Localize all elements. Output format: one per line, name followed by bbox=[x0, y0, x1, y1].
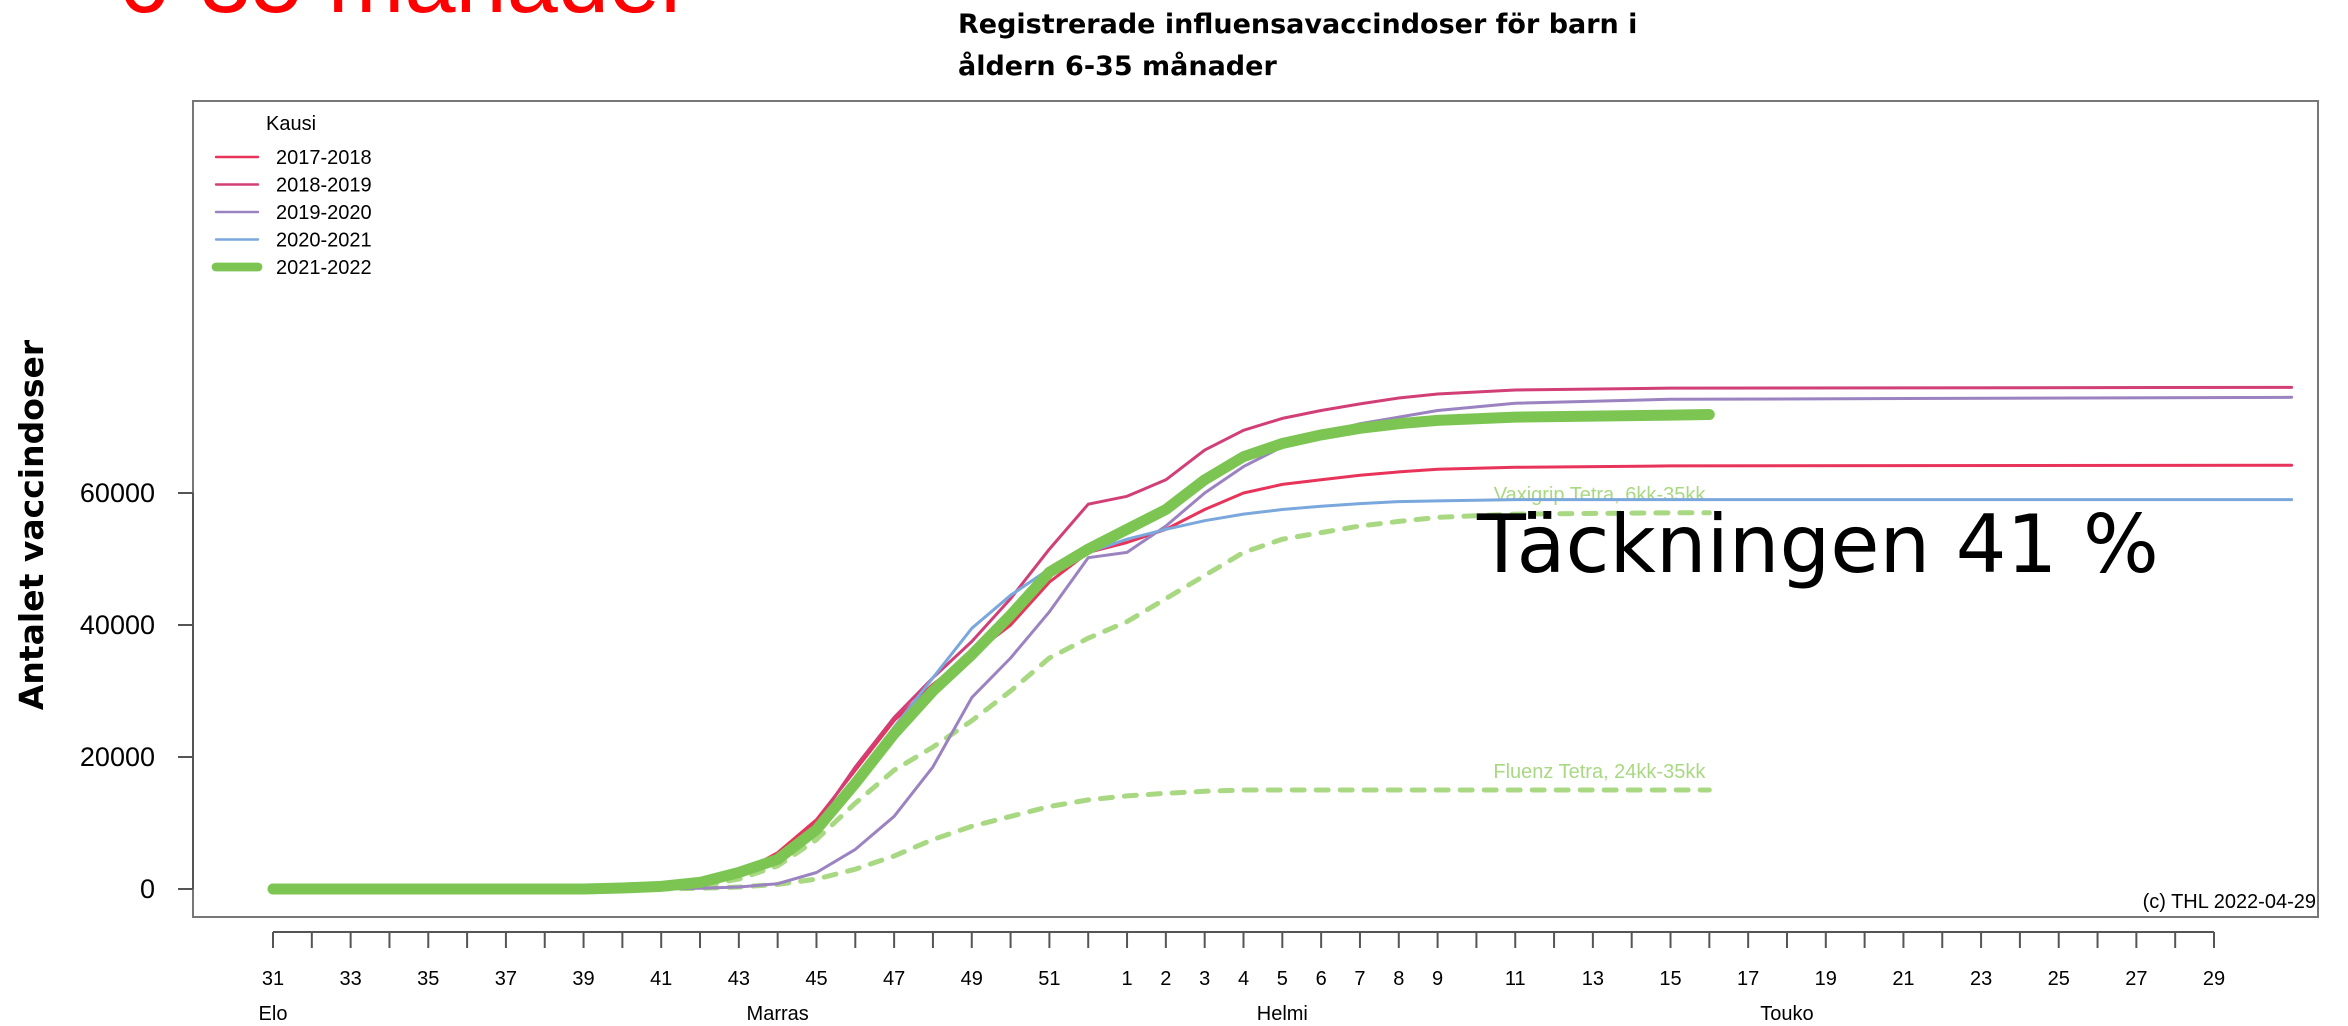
legend: Kausi 2017-2018 2018-2019 2019-2020 2020-202… bbox=[211, 113, 372, 279]
month-label: Marras bbox=[747, 1003, 809, 1025]
x-tick-label: 25 bbox=[2048, 968, 2070, 990]
x-tick-label: 4 bbox=[1238, 968, 1249, 990]
x-tick-label: 13 bbox=[1582, 968, 1604, 990]
y-axis-label: Antalet vaccindoser bbox=[12, 339, 51, 710]
legend-label: 2019-2020 bbox=[276, 202, 372, 224]
y-tick-label: 60000 bbox=[80, 478, 155, 508]
series-line bbox=[267, 409, 1715, 895]
dashed-series-line bbox=[270, 510, 1712, 892]
x-tick-label: 8 bbox=[1393, 968, 1404, 990]
x-tick-label: 49 bbox=[961, 968, 983, 990]
x-tick-label: 6 bbox=[1316, 968, 1327, 990]
x-tick-label: 41 bbox=[650, 968, 672, 990]
x-tick-label: 3 bbox=[1199, 968, 1210, 990]
legend-label: 2017-2018 bbox=[276, 147, 372, 169]
x-tick-label: 27 bbox=[2125, 968, 2147, 990]
x-tick-label: 45 bbox=[805, 968, 827, 990]
x-tick-label: 19 bbox=[1815, 968, 1837, 990]
dashed-series-label: Fluenz Tetra, 24kk-35kk bbox=[1493, 761, 1706, 783]
coverage-text: Täckningen 41 % bbox=[1476, 498, 2159, 591]
month-label: Elo bbox=[259, 1003, 288, 1025]
page-heading: 6-35 månader bbox=[118, 0, 691, 32]
x-tick-label: 15 bbox=[1659, 968, 1681, 990]
series-line bbox=[271, 385, 2294, 891]
x-tick-label: 31 bbox=[262, 968, 284, 990]
y-axis: 0 20000 40000 60000 bbox=[80, 478, 194, 904]
x-tick-label: 51 bbox=[1038, 968, 1060, 990]
x-tick-label: 23 bbox=[1970, 968, 1992, 990]
legend-label: 2020-2021 bbox=[276, 230, 372, 252]
x-tick-label: 21 bbox=[1892, 968, 1914, 990]
month-label: Touko bbox=[1760, 1003, 1813, 1025]
x-tick-label: 7 bbox=[1354, 968, 1365, 990]
x-tick-label: 39 bbox=[572, 968, 594, 990]
legend-title: Kausi bbox=[266, 113, 316, 135]
x-tick-label: 29 bbox=[2203, 968, 2225, 990]
x-tick-label: 35 bbox=[417, 968, 439, 990]
x-axis: 31 33 35 37 39 41 43 45 47 49 51 1 2 3 4 5 6 7 8 9 11 13 15 17 1… bbox=[259, 931, 2225, 1025]
x-tick-label: 2 bbox=[1160, 968, 1171, 990]
dashed-series-line bbox=[270, 787, 1712, 892]
x-tick-label: 17 bbox=[1737, 968, 1759, 990]
legend-label: 2021-2022 bbox=[276, 257, 372, 279]
chart-title-line-1: Registrerade influensavaccindoser för ba… bbox=[958, 9, 1637, 40]
chart-title-line-2: åldern 6-35 månader bbox=[958, 50, 1277, 82]
month-label: Helmi bbox=[1257, 1003, 1308, 1025]
x-tick-label: 1 bbox=[1121, 968, 1132, 990]
x-tick-label: 47 bbox=[883, 968, 905, 990]
x-tick-label: 11 bbox=[1505, 968, 1526, 990]
x-tick-label: 5 bbox=[1277, 968, 1288, 990]
x-tick-label: 9 bbox=[1432, 968, 1443, 990]
y-tick-label: 20000 bbox=[80, 742, 155, 772]
y-tick-label: 0 bbox=[140, 874, 155, 904]
x-tick-label: 37 bbox=[495, 968, 517, 990]
x-tick-label: 43 bbox=[728, 968, 750, 990]
legend-label: 2018-2019 bbox=[276, 175, 372, 197]
credit-text: (c) THL 2022-04-29 bbox=[2143, 891, 2316, 913]
series-line bbox=[271, 395, 2294, 891]
y-tick-label: 40000 bbox=[80, 610, 155, 640]
x-tick-label: 33 bbox=[340, 968, 362, 990]
